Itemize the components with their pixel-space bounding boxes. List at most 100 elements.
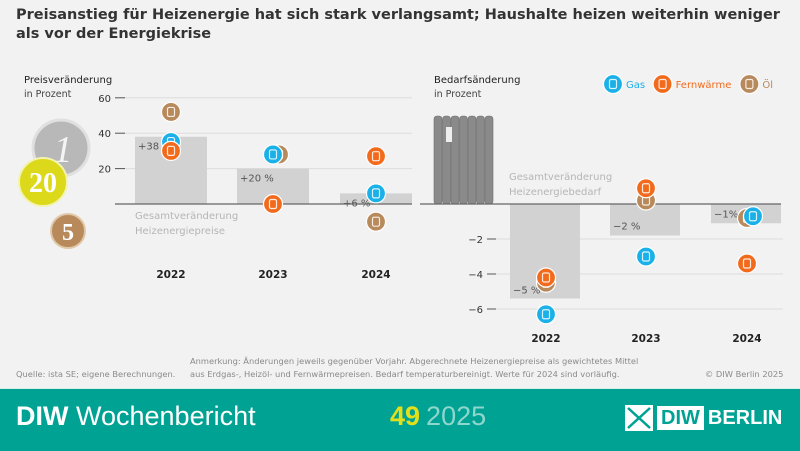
right-y-unit: in Prozent [434, 89, 482, 100]
footer-bar: DIW Wochenbericht 49 2025 DIW BERLIN [0, 388, 800, 451]
left-y-label: Preisveränderung [24, 75, 112, 86]
gas-marker [262, 144, 284, 165]
marker-circle [652, 73, 673, 95]
marker-glyph [166, 145, 176, 156]
diw-logo-mark-icon [625, 405, 653, 431]
district-heating-marker [365, 146, 387, 167]
marker-circle [602, 73, 624, 95]
district-heating-marker [635, 178, 657, 199]
coin-label: 20 [29, 168, 57, 199]
marker-glyph [641, 251, 651, 262]
bar-value-label: −1% [714, 209, 738, 220]
category-label: 2024 [732, 333, 761, 345]
gas-marker [742, 206, 764, 227]
y-tick-label: 60 [98, 94, 111, 105]
marker-glyph [641, 183, 651, 194]
diw-berlin-logo: DIW BERLIN [625, 405, 782, 431]
issue-number: 49 [390, 401, 421, 431]
marker-glyph [268, 198, 278, 210]
issue-year: 2025 [426, 401, 487, 431]
coins-illustration: 1 20 5 [18, 118, 91, 249]
y-tick-label: −4 [468, 270, 483, 281]
marker-circle [739, 73, 760, 95]
marker-glyph [371, 188, 381, 199]
marker-glyph [541, 272, 551, 283]
gas-marker [535, 304, 557, 325]
logo-box: DIW [657, 406, 704, 430]
marker-circle [262, 144, 284, 165]
radiator-fin [450, 115, 460, 205]
bar-value-label: −5 % [513, 286, 540, 297]
marker-circle [365, 146, 387, 167]
marker-glyph [745, 78, 754, 90]
remark-line-2: aus Erdgas-, Heizöl- und Fernwärmepreise… [190, 369, 620, 379]
bar-value-label: +38 % [138, 142, 172, 153]
district-heating-marker [262, 193, 284, 215]
chart-title: Preisanstieg für Heizenergie hat sich st… [16, 7, 780, 42]
category-label: 2024 [361, 269, 390, 281]
district-heating-marker [736, 253, 758, 274]
radiator-fin [476, 115, 485, 205]
right-y-label: Bedarfsänderung [434, 75, 520, 86]
marker-circle [635, 246, 657, 267]
marker-glyph [658, 78, 667, 90]
coin-label: 1 [54, 129, 73, 171]
category-label: 2023 [258, 269, 287, 281]
district-heating-marker [535, 267, 557, 288]
category-label: 2022 [156, 269, 185, 281]
oil-marker [739, 73, 760, 95]
radiator-fin [484, 115, 494, 205]
marker-circle [365, 183, 387, 204]
marker-circle [736, 253, 758, 274]
marker-circle [635, 178, 657, 199]
legend-label-oil: Öl [762, 78, 773, 91]
publication-name: DIW Wochenbericht [16, 401, 256, 432]
marker-glyph [166, 106, 176, 118]
source-note: Quelle: ista SE; eigene Berechnungen. [16, 369, 176, 379]
brand-light: Wochenbericht [76, 401, 256, 431]
bar-value-label: −2 % [613, 222, 640, 233]
legend-label-gas: Gas [626, 80, 645, 91]
logo-text: BERLIN [707, 406, 783, 429]
gas-marker [635, 246, 657, 267]
right-bar-caption: Heizenergiebedarf [509, 187, 602, 198]
bar-value-label: +20 % [240, 174, 274, 185]
y-tick-label: 20 [98, 165, 111, 176]
thermostat-icon [446, 127, 452, 142]
marker-glyph [742, 258, 752, 269]
brand-bold: DIW [16, 401, 69, 431]
marker-circle [742, 206, 764, 227]
legend: Gas Fernwärme Öl [602, 73, 773, 95]
marker-circle [262, 193, 284, 215]
gas-marker [602, 73, 624, 95]
marker-glyph [541, 309, 551, 320]
demand-change-chart: −2 −4 −6 −5 % 2022 −2 % 2023 −1% 2024 [420, 178, 783, 345]
radiator-fin [459, 115, 468, 205]
marker-circle [535, 304, 557, 325]
marker-circle [160, 101, 182, 123]
coin-label: 5 [62, 220, 74, 246]
oil-marker [365, 211, 387, 232]
issue: 49 2025 [390, 401, 486, 432]
marker-glyph [371, 151, 381, 162]
district-heating-marker [652, 73, 673, 95]
y-tick-label: 40 [98, 129, 111, 140]
remark-line-1: Anmerkung: Änderungen jeweils gegenüber … [190, 356, 639, 366]
marker-circle [160, 140, 182, 161]
legend-label-fern: Fernwärme [676, 80, 732, 91]
marker-circle [365, 211, 387, 232]
category-label: 2022 [531, 333, 560, 345]
radiator-fin [467, 115, 477, 205]
marker-glyph [748, 211, 758, 222]
radiator-fin [433, 115, 443, 205]
marker-circle [535, 267, 557, 288]
copyright-note: © DIW Berlin 2025 [705, 369, 784, 379]
radiator-illustration [433, 115, 494, 205]
category-label: 2023 [631, 333, 660, 345]
y-tick-label: −6 [468, 305, 483, 316]
marker-glyph [371, 216, 381, 227]
left-bar-caption: Gesamtveränderung [135, 211, 238, 222]
oil-marker [160, 101, 182, 123]
